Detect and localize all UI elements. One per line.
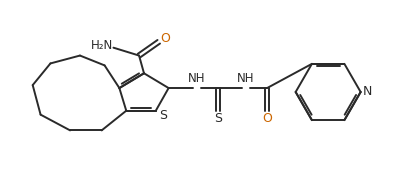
Text: S: S [158,109,167,122]
Text: H₂N: H₂N [91,39,113,52]
Text: NH: NH [237,72,254,85]
Text: O: O [161,32,171,45]
Text: S: S [214,112,222,125]
Text: N: N [363,85,372,98]
Text: O: O [262,112,272,125]
Text: NH: NH [188,72,205,85]
